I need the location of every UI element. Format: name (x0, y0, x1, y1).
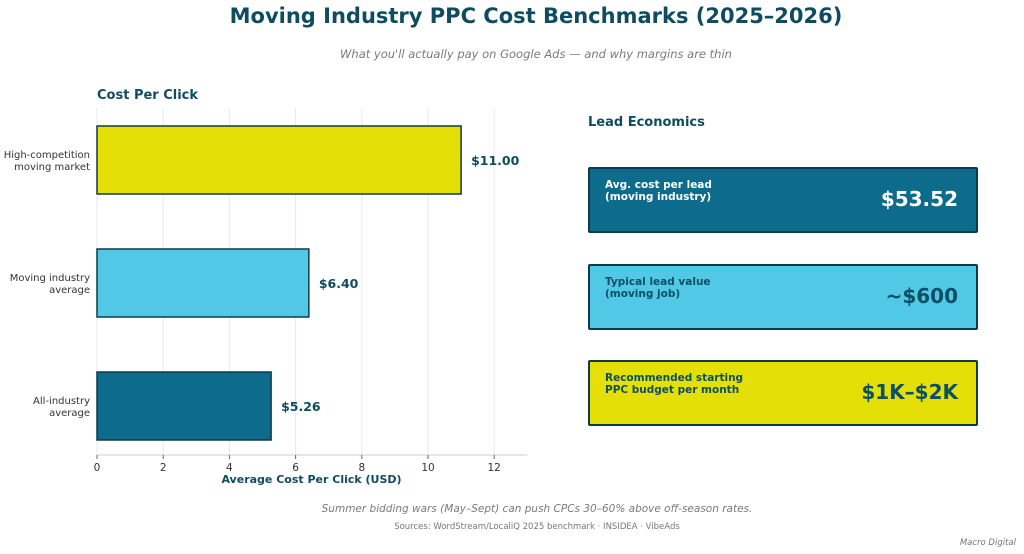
bar-value-label: $6.40 (319, 276, 359, 291)
bar (96, 125, 462, 195)
page-title: Moving Industry PPC Cost Benchmarks (202… (229, 4, 843, 28)
card-ppc-budget-value: $1K–$2K (861, 380, 958, 404)
x-tick-label: 6 (292, 462, 299, 474)
card-lead-value-value: ~$600 (885, 284, 958, 308)
card-cost-per-lead-label: Avg. cost per lead (moving industry) (605, 179, 712, 203)
card-cost-per-lead-value: $53.52 (880, 187, 958, 211)
page-subtitle: What you'll actually pay on Google Ads —… (340, 47, 732, 61)
bar-value-label: $11.00 (471, 153, 520, 168)
category-label: High-competition moving market (4, 150, 90, 173)
x-tick-label: 10 (421, 462, 434, 474)
cpc-bar-chart: 0 2 4 6 8 10 12 Average Cost Per Click (USD) $11… (4, 108, 528, 486)
x-axis-label: Average Cost Per Click (USD) (221, 473, 401, 486)
card-ppc-budget-label: Recommended starting PPC budget per mont… (605, 372, 744, 396)
x-tick-label: 0 (94, 462, 101, 474)
bar-value-label: $5.26 (281, 399, 321, 414)
card-ppc-budget: Recommended starting PPC budget per mont… (588, 360, 978, 426)
x-tick-label: 8 (358, 462, 365, 474)
card-lead-value-label: Typical lead value (moving job) (605, 276, 711, 300)
sources: Sources: WordStream/LocaliQ 2025 benchma… (394, 522, 680, 532)
lead-economics-title: Lead Economics (588, 115, 705, 130)
category-label: All-industry average (33, 396, 90, 419)
card-lead-value: Typical lead value (moving job) ~$600 (588, 264, 978, 330)
x-tick-label: 12 (488, 462, 501, 474)
card-cost-per-lead: Avg. cost per lead (moving industry) $53… (588, 167, 978, 233)
x-tick-label: 4 (226, 462, 233, 474)
category-label: Moving industry average (10, 273, 90, 296)
footnote: Summer bidding wars (May–Sept) can push … (321, 503, 753, 515)
brand-credit: Macro Digital (959, 538, 1016, 548)
bar (96, 248, 310, 318)
x-tick-label: 2 (160, 462, 167, 474)
chart-title: Cost Per Click (97, 88, 199, 103)
bar (96, 371, 272, 441)
